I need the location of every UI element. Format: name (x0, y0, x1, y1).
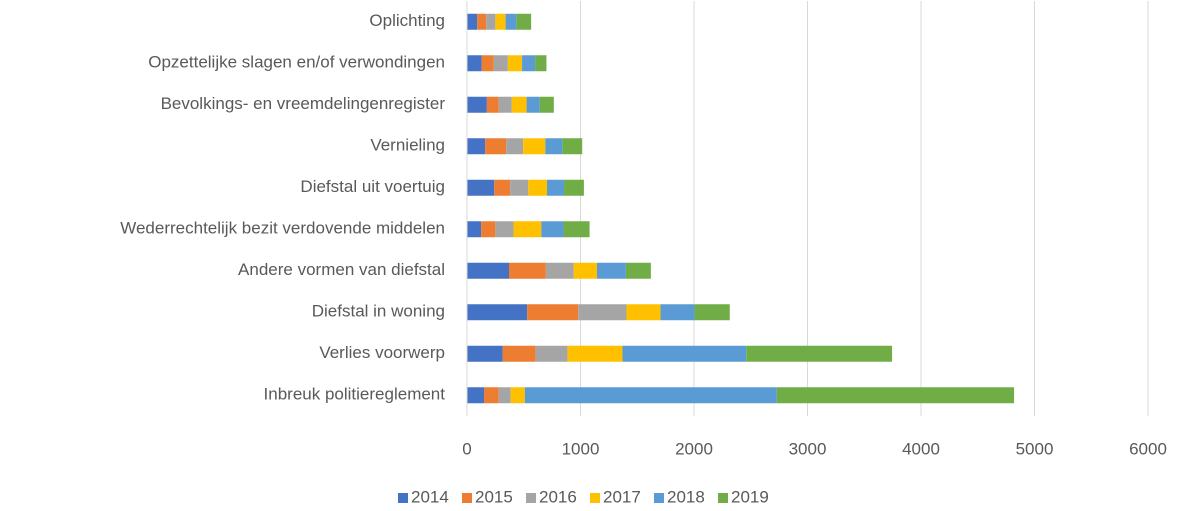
bar-segment (485, 138, 507, 155)
bar-segment (567, 345, 623, 362)
bar-segment (510, 387, 525, 404)
bar-segment (467, 387, 485, 404)
bar-segment (498, 96, 512, 113)
legend-label: 2014 (411, 487, 449, 506)
bar-segment (545, 138, 563, 155)
bar-segment (467, 179, 495, 196)
bar-segment (495, 13, 506, 30)
bar-segment (481, 221, 496, 238)
bar-segment (467, 345, 503, 362)
bar-segment (573, 262, 597, 279)
y-tick-label: Andere vormen van diefstal (238, 260, 445, 279)
bar-segment (481, 55, 494, 72)
bar-segment (505, 13, 517, 30)
bar-segment (528, 179, 548, 196)
bar-segment (511, 96, 527, 113)
bar-segment (467, 262, 509, 279)
bar-segment (545, 262, 574, 279)
y-tick-label: Wederrechtelijk bezit verdovende middele… (120, 219, 445, 238)
y-tick-label: Opzettelijke slagen en/of verwondingen (148, 53, 445, 72)
bar-segment (498, 387, 511, 404)
y-tick-label: Oplichting (369, 11, 445, 30)
bar-segment (502, 345, 536, 362)
bar-segment (563, 221, 590, 238)
x-tick-label: 2000 (675, 439, 713, 458)
y-tick-label: Diefstal in woning (312, 302, 445, 321)
bar-segment (527, 304, 579, 321)
x-tick-label: 0 (462, 439, 471, 458)
bar-segment (539, 96, 554, 113)
y-tick-label: Diefstal uit voertuig (300, 177, 445, 196)
bar-segment (494, 179, 511, 196)
bar-segment (523, 138, 546, 155)
bar-segment (626, 304, 661, 321)
bar-segment (660, 304, 695, 321)
y-tick-label: Vernieling (370, 136, 445, 155)
bar-segment (694, 304, 730, 321)
bar-segment (622, 345, 747, 362)
x-tick-label: 4000 (902, 439, 940, 458)
y-tick-label: Verlies voorwerp (319, 343, 445, 362)
legend-label: 2017 (603, 487, 641, 506)
y-tick-label: Inbreuk politiereglement (264, 385, 446, 404)
bar-segment (484, 387, 499, 404)
bar-segment (513, 221, 542, 238)
bar-segment (493, 55, 508, 72)
legend-swatch (462, 493, 472, 503)
bar-segment (625, 262, 651, 279)
bar-segment (467, 221, 482, 238)
bar-segment (535, 345, 568, 362)
bar-segment (564, 179, 584, 196)
bar-segment (477, 13, 487, 30)
bar-segment (578, 304, 627, 321)
x-tick-label: 5000 (1016, 439, 1054, 458)
x-tick-label: 1000 (562, 439, 600, 458)
legend-label: 2015 (475, 487, 513, 506)
x-tick-label: 3000 (789, 439, 827, 458)
y-tick-label: Bevolkings- en vreemdelingenregister (161, 94, 446, 113)
bar-segment (562, 138, 583, 155)
bar-segment (507, 55, 523, 72)
bar-segment (495, 221, 514, 238)
bar-segment (535, 55, 547, 72)
legend-swatch (590, 493, 600, 503)
bar-segment (596, 262, 626, 279)
bar-segment (467, 55, 482, 72)
bar-segment (486, 13, 496, 30)
bar-segment (516, 13, 532, 30)
bar-segment (467, 96, 487, 113)
x-tick-label: 6000 (1129, 439, 1167, 458)
bar-segment (486, 96, 499, 113)
bar-segment (746, 345, 893, 362)
bar-segment (524, 387, 777, 404)
bar-segment (776, 387, 1015, 404)
legend-label: 2016 (539, 487, 577, 506)
legend-label: 2019 (731, 487, 769, 506)
bar-segment (467, 304, 528, 321)
bar-segment (467, 13, 478, 30)
bar-segment (547, 179, 565, 196)
bar-segment (467, 138, 486, 155)
bar-segment (508, 262, 546, 279)
bar-segment (506, 138, 524, 155)
legend-label: 2018 (667, 487, 705, 506)
bar-segment (522, 55, 536, 72)
legend-swatch (718, 493, 728, 503)
legend-swatch (526, 493, 536, 503)
legend-swatch (654, 493, 664, 503)
bar-segment (526, 96, 540, 113)
bar-segment (541, 221, 564, 238)
legend-swatch (398, 493, 408, 503)
bar-segment (510, 179, 529, 196)
